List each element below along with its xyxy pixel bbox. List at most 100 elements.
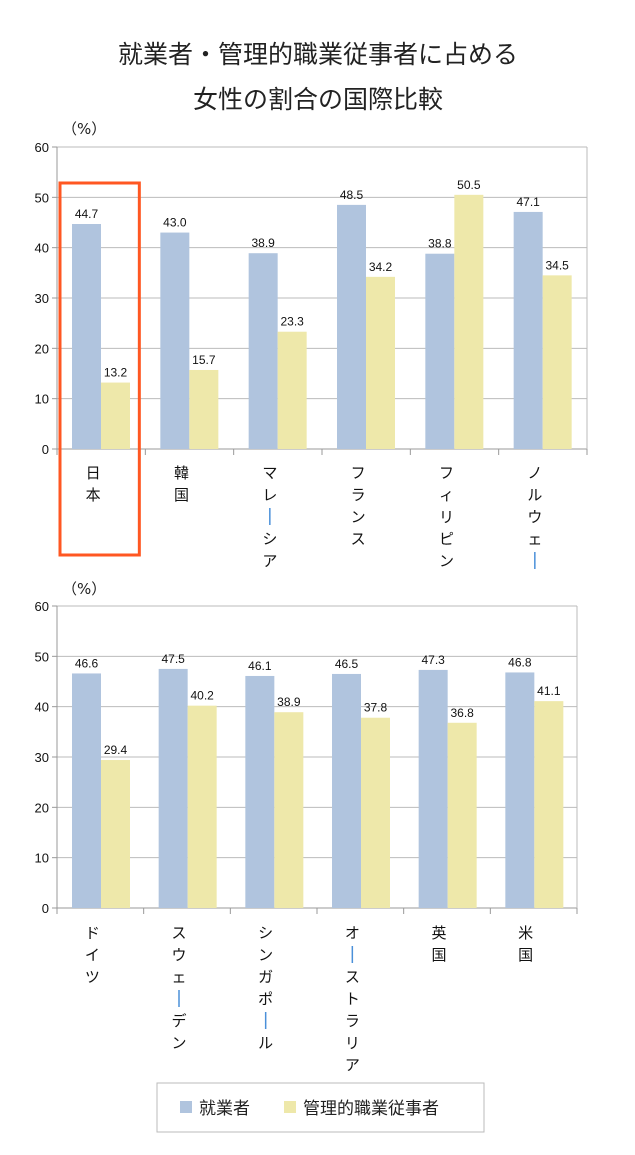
x-category-char: レ: [262, 486, 277, 504]
data-label: 46.8: [508, 655, 532, 669]
x-category-char: 国: [518, 946, 533, 964]
data-label: 38.8: [428, 237, 452, 251]
bar-managers: [454, 194, 484, 449]
bar-employed: [158, 668, 188, 908]
x-category-char: ラ: [351, 486, 366, 504]
x-category-label: ドイツドイツ: [85, 924, 100, 986]
x-category-char: フ: [439, 464, 454, 482]
legend-box: [156, 1082, 485, 1133]
x-category-char: 日: [86, 464, 101, 482]
legend-label-employed: 就業者: [199, 1099, 250, 1119]
x-category-label: マレーシアマレシア: [262, 464, 277, 570]
x-category-char: 米: [518, 924, 533, 942]
x-category-char: ガ: [258, 968, 273, 986]
data-label: 29.4: [104, 743, 128, 757]
y-tick-label: 50: [35, 190, 49, 205]
data-label: 34.5: [545, 258, 569, 272]
data-label: 37.8: [364, 701, 388, 715]
bar-managers: [366, 276, 395, 449]
x-category-char: ポ: [258, 990, 273, 1008]
x-category-label: ノルウェーノルウェ: [527, 464, 542, 569]
x-category-char: ェ: [171, 968, 186, 986]
data-label: 40.2: [190, 689, 214, 703]
legend-swatch-managers: [284, 1101, 296, 1113]
x-category-char: 本: [86, 486, 101, 504]
data-label: 15.7: [192, 353, 216, 367]
legend-swatch-employed: [180, 1101, 192, 1113]
x-category-label: オーストラリアオストラリア: [345, 924, 360, 1074]
data-label: 47.5: [161, 652, 185, 666]
bar-employed: [248, 253, 278, 449]
x-category-char: 英: [431, 924, 446, 942]
x-category-char: ノ: [527, 464, 542, 482]
y-tick-label: 0: [42, 442, 49, 457]
legend-label-managers: 管理的職業従事者: [303, 1099, 439, 1119]
bar-managers: [542, 275, 572, 449]
data-label: 38.9: [277, 695, 301, 709]
x-category-char: ツ: [85, 968, 100, 986]
x-category-char: 韓: [174, 464, 189, 482]
bar-managers: [101, 760, 130, 908]
bar-managers: [447, 722, 477, 908]
y-tick-label: 20: [35, 800, 49, 815]
data-label: 47.1: [516, 195, 540, 209]
x-category-char: ウ: [171, 946, 186, 964]
bar-employed: [505, 672, 535, 908]
bar-employed: [245, 675, 275, 908]
y-tick-label: 60: [35, 599, 49, 614]
data-label: 23.3: [280, 315, 304, 329]
data-label: 36.8: [450, 706, 474, 720]
y-tick-label: 30: [35, 750, 49, 765]
x-category-char: リ: [345, 1034, 360, 1052]
data-label: 34.2: [369, 260, 393, 274]
x-category-char: イ: [85, 946, 100, 964]
x-category-label: 韓国韓国: [174, 464, 189, 504]
x-category-label: 米国米国: [518, 924, 533, 964]
highlight-box: [58, 181, 141, 557]
legend: 就業者 管理的職業従事者: [156, 1082, 485, 1133]
x-category-char: ン: [258, 946, 273, 964]
x-category-char: ル: [527, 486, 542, 504]
x-category-char: ル: [258, 1034, 273, 1052]
x-category-char: ア: [262, 552, 277, 570]
x-category-label: 日本日本: [86, 464, 101, 504]
y-tick-label: 10: [35, 851, 49, 866]
x-category-char: ス: [345, 968, 360, 986]
bar-managers: [277, 331, 307, 449]
y-tick-label: 30: [35, 291, 49, 306]
y-tick-label: 60: [35, 140, 49, 155]
x-category-char: マ: [262, 464, 277, 482]
x-category-char: ア: [345, 1056, 360, 1074]
chart-panel-2: （%）010203040506046.629.4ドイツドイツ47.540.2スウ…: [35, 580, 578, 1074]
data-label: 38.9: [251, 236, 275, 250]
data-label: 13.2: [104, 366, 128, 380]
x-category-char: ド: [85, 924, 100, 942]
y-tick-label: 0: [42, 901, 49, 916]
x-category-char: 国: [174, 486, 189, 504]
y-tick-label: 50: [35, 649, 49, 664]
y-tick-label: 40: [35, 700, 49, 715]
bar-employed: [160, 232, 190, 449]
data-label: 46.6: [75, 656, 99, 670]
x-category-char: ス: [351, 530, 366, 548]
data-label: 41.1: [537, 684, 561, 698]
data-label: 43.0: [163, 216, 187, 230]
bar-employed: [418, 669, 448, 908]
x-category-char: オ: [345, 924, 360, 942]
x-category-label: フィリピンフィリピン: [439, 464, 454, 570]
x-category-char: ト: [345, 990, 360, 1008]
bar-managers: [274, 712, 304, 908]
y-tick-label: 40: [35, 241, 49, 256]
chart-title-line-1: 就業者・管理的職業従事者に占める: [118, 40, 518, 69]
x-category-label: フランスフランス: [351, 464, 366, 548]
bar-managers: [101, 382, 130, 449]
x-category-char: ン: [351, 508, 366, 526]
y-tick-label: 10: [35, 392, 49, 407]
x-category-char: ウ: [527, 508, 542, 526]
x-category-char: デ: [171, 1012, 186, 1030]
data-label: 46.5: [335, 657, 359, 671]
data-label: 50.5: [457, 178, 481, 192]
bar-employed: [337, 204, 366, 449]
y-tick-label: 20: [35, 341, 49, 356]
chart-title-line-2: 女性の割合の国際比較: [193, 85, 443, 114]
